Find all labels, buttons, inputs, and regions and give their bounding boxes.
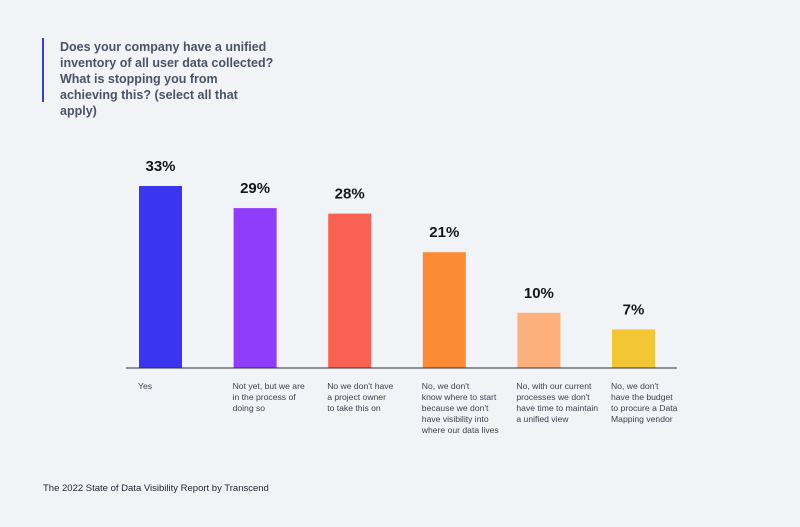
- value-label-6: 7%: [623, 301, 645, 318]
- bar-3: [328, 213, 372, 368]
- category-label-4: No, we don't know where to start because w…: [421, 381, 499, 435]
- category-label-line: processes we don't: [516, 392, 590, 402]
- category-label-line: have visibility into: [422, 414, 489, 424]
- category-label-line: a unified view: [516, 414, 569, 424]
- value-label-1: 33%: [145, 158, 175, 175]
- bar-4: [422, 252, 466, 368]
- category-label-line: Mapping vendor: [611, 414, 673, 424]
- category-label-line: No, we don't: [611, 381, 659, 391]
- category-label-5: No, with our current processes we don't ha…: [516, 381, 598, 424]
- category-label-line: Not yet, but we are: [233, 381, 305, 391]
- category-labels-group: Yes Not yet, but we are in the process of d…: [138, 381, 678, 435]
- category-label-line: to take this on: [327, 403, 381, 413]
- bar-2: [233, 208, 277, 368]
- category-label-6: No, we don't have the budget to procure a …: [611, 381, 678, 424]
- value-label-2: 29%: [240, 180, 270, 197]
- category-label-line: No, we don't: [422, 381, 470, 391]
- category-label-line: No we don't have: [327, 381, 393, 391]
- category-label-line: where our data lives: [421, 425, 499, 435]
- bar-5: [517, 312, 561, 368]
- footer-source: The 2022 State of Data Visibility Report…: [43, 483, 269, 494]
- category-label-line: doing so: [233, 403, 266, 413]
- category-label-line: know where to start: [422, 392, 497, 402]
- bars-group: [139, 186, 655, 368]
- value-label-3: 28%: [335, 186, 365, 203]
- category-label-line: to procure a Data: [611, 403, 678, 413]
- value-labels-group: 33% 29% 28% 21% 10% 7%: [145, 158, 644, 318]
- title-block: Does your company have a unified invento…: [42, 38, 275, 118]
- category-label-line: in the process of: [233, 392, 297, 402]
- category-label-line: have the budget: [611, 392, 673, 402]
- chart-title: Does your company have a unified invento…: [60, 40, 274, 118]
- category-label-1: Yes: [138, 381, 152, 391]
- category-label-line: a project owner: [327, 392, 386, 402]
- value-label-5: 10%: [524, 285, 554, 302]
- category-label-line: because we don't: [422, 403, 489, 413]
- category-label-2: Not yet, but we are in the process of doin…: [233, 381, 305, 413]
- category-label-line: have time to maintain: [516, 403, 598, 413]
- category-label-3: No we don't have a project owner to take t…: [327, 381, 393, 413]
- value-label-4: 21%: [429, 224, 459, 241]
- category-label-line: Yes: [138, 381, 152, 391]
- bar-6: [612, 329, 655, 368]
- bar-1: [139, 186, 182, 368]
- category-label-line: No, with our current: [516, 381, 592, 391]
